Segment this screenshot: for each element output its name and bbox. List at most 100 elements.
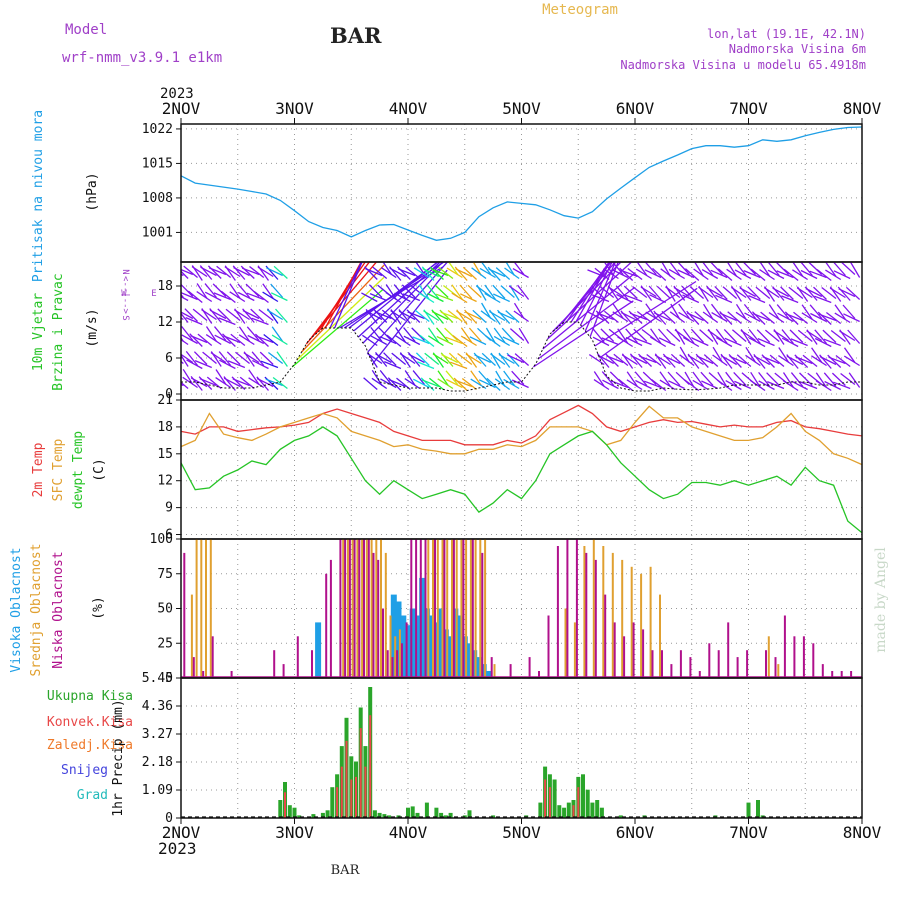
series-line-1 <box>180 405 863 466</box>
wind-arrow <box>594 267 610 281</box>
y-tick-label: 1022 <box>142 122 173 137</box>
wind-arrow <box>847 329 861 344</box>
wind-arrow <box>782 372 794 388</box>
wind-arrow <box>715 337 733 348</box>
precip-total-bar <box>297 815 302 818</box>
cloud-ylabel-1: Visoka Oblacnost <box>9 547 24 672</box>
wind-arrow <box>268 351 284 365</box>
wind-arrow <box>786 355 804 366</box>
wind-arrow <box>199 377 217 387</box>
wind-arrow <box>648 285 662 300</box>
left-labels: Pritisak na nivou mora (hPa) 10m Vjetar … <box>9 110 133 817</box>
wind-arrow <box>369 292 387 302</box>
wind-arrow <box>830 329 846 343</box>
panel-wind: 0 6 12 18 <box>157 261 863 402</box>
y-tick-label: 6 <box>165 351 173 366</box>
y-tick-label: 50 <box>157 602 173 617</box>
wind-arrow <box>824 262 837 277</box>
wind-arrow <box>616 293 633 304</box>
cloud-bar-1 <box>493 664 496 678</box>
cloud-bar-1 <box>564 608 567 678</box>
wind-arrow <box>518 327 530 344</box>
cloud-bar-2 <box>358 539 361 678</box>
wind-arrow <box>834 312 851 324</box>
wind-arrow <box>776 270 794 279</box>
cloud-bar-1 <box>484 539 487 678</box>
wind-arrow <box>202 351 217 365</box>
wind-arrow <box>237 283 251 298</box>
precip-total-bar <box>581 774 585 818</box>
wind-arrow <box>390 310 406 322</box>
wind-arrow <box>752 312 771 322</box>
wind-arrow <box>437 378 454 390</box>
wind-arrow <box>191 266 208 278</box>
y-tick-label: 18 <box>157 279 173 294</box>
wind-arrow <box>666 328 681 342</box>
wind-arrow <box>819 355 837 366</box>
cloud-bar-2 <box>538 671 540 678</box>
wind-arrow <box>843 347 856 363</box>
wind-arrow <box>669 262 681 276</box>
wind-arrow <box>391 352 407 366</box>
wind-arrow <box>205 334 222 346</box>
precip-total-bar <box>562 807 567 818</box>
elevation-label: Nadmorska Visina 6m <box>729 42 866 56</box>
wind-arrow <box>248 369 260 385</box>
wind-arrow <box>734 380 752 390</box>
year-bottom: 2023 <box>158 839 197 858</box>
cloud-bar-2 <box>363 539 365 678</box>
top-tick-label: 3NOV <box>275 99 314 118</box>
wind-arrow <box>388 378 406 388</box>
cloud-bar-2 <box>679 650 682 678</box>
cloud-bar-2 <box>793 636 796 678</box>
wind-arrow <box>229 283 241 299</box>
cloud-bar-2 <box>708 643 711 679</box>
wind-arrow <box>493 335 511 347</box>
wind-arrow <box>315 262 367 335</box>
wind-arrow <box>258 308 274 322</box>
wind-arrow <box>839 330 856 342</box>
precip-total-bar <box>325 810 330 818</box>
wind-arrow <box>693 268 709 281</box>
wind-arrow <box>636 262 648 276</box>
wind-arrow <box>687 354 704 366</box>
wind-arrow <box>758 371 771 387</box>
precip-total-bar <box>448 812 453 818</box>
wind-arrow <box>659 371 671 387</box>
cloud-bar-2 <box>311 650 313 678</box>
wind-arrow <box>789 329 804 343</box>
cloud-bar-2 <box>410 539 413 678</box>
wind-arrow <box>243 352 260 364</box>
wind-arrow <box>701 380 719 390</box>
temp-unit: (C) <box>92 458 107 481</box>
wind-arrow <box>434 284 449 298</box>
wind-arrow <box>625 336 643 347</box>
wind-compass: W E N S <--|--> <box>120 269 157 320</box>
cloud-bar-1 <box>573 622 576 678</box>
wind-arrow <box>196 291 213 303</box>
wind-arrow <box>404 370 416 386</box>
wind-arrow <box>701 262 714 276</box>
wind-arrow <box>625 328 638 343</box>
wind-arrow <box>421 379 439 388</box>
pressure-ylabel: Pritisak na nivou mora <box>31 110 46 282</box>
wind-arrow <box>720 355 737 366</box>
cloud-bar-2 <box>556 546 559 678</box>
wind-arrow <box>729 355 747 365</box>
wind-arrow <box>384 360 402 370</box>
y-tick-label: 2.18 <box>142 755 173 770</box>
cloud-bar-2 <box>452 539 455 678</box>
wind-arrow <box>446 378 463 389</box>
cloud-bar-2 <box>419 539 422 678</box>
wind-arrow <box>504 267 520 280</box>
wind-arrow <box>205 326 218 342</box>
wind-arrow <box>753 355 771 366</box>
cloud-bar-2 <box>812 643 815 679</box>
wind-arrow <box>833 381 851 390</box>
wind-arrow <box>835 354 851 368</box>
wind-arrow <box>634 371 648 386</box>
wind-arrow <box>778 347 790 363</box>
precip-total-bar <box>387 815 392 818</box>
wind-arrow <box>484 284 497 300</box>
wind-arrow <box>726 262 738 277</box>
